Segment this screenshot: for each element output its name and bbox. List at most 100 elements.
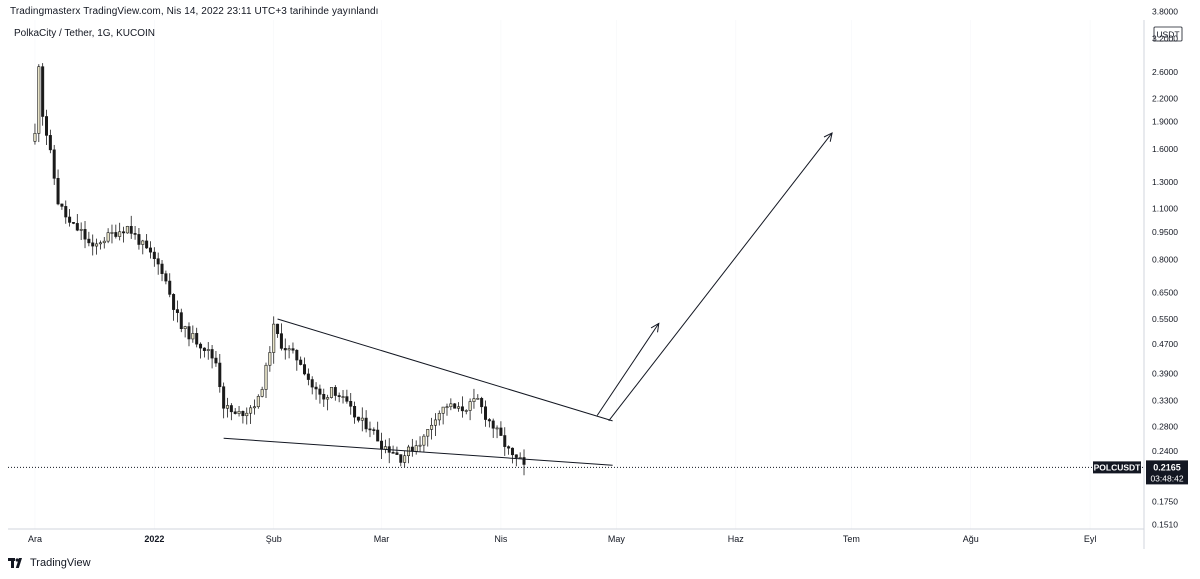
- upper-trendline: [277, 318, 613, 422]
- price-tick-label: 1.6000: [1152, 144, 1178, 154]
- candle-body: [214, 357, 218, 364]
- candle-body: [229, 405, 233, 413]
- candle-body: [303, 364, 307, 375]
- candle-body: [272, 323, 276, 353]
- candle-body: [256, 396, 260, 408]
- candle-body: [329, 387, 333, 398]
- candle-body: [295, 349, 299, 361]
- price-tick-label: 0.5500: [1152, 314, 1178, 324]
- candle-body: [225, 405, 229, 409]
- candle-body: [156, 258, 160, 265]
- candle-body: [141, 240, 145, 245]
- candle-body: [237, 411, 241, 414]
- candle-body: [241, 411, 245, 417]
- candle-body: [322, 394, 326, 400]
- price-tick-label: 0.8000: [1152, 254, 1178, 264]
- candle-body: [418, 444, 422, 447]
- price-tick-label: 3.2000: [1152, 34, 1178, 44]
- candle-body: [460, 406, 464, 412]
- time-tick-labels: Ara 2022 Şub Mar Nis May Haz Tem Ağu Eyl: [28, 534, 1096, 544]
- candle-body: [175, 309, 179, 313]
- candle-body: [468, 401, 472, 411]
- candle-body: [110, 232, 114, 234]
- candle-body: [514, 454, 518, 458]
- candle-body: [48, 135, 52, 151]
- candle-body: [191, 333, 195, 340]
- time-tick-label: Tem: [843, 534, 860, 544]
- price-tick-label: 0.3900: [1152, 369, 1178, 379]
- candle-body: [233, 411, 237, 414]
- published-caption: Tradingmasterx TradingView.com, Nis 14, …: [10, 6, 379, 17]
- candle-body: [503, 435, 507, 447]
- candle-body: [199, 343, 203, 349]
- candle-body: [33, 133, 37, 142]
- candle-body: [45, 116, 49, 136]
- candle-body: [437, 413, 441, 421]
- candle-body: [37, 66, 41, 134]
- candle-body: [522, 457, 526, 465]
- candle-body: [133, 233, 137, 235]
- symbol-label: POLCUSDT: [1094, 462, 1142, 472]
- footer-brand: TradingView: [30, 557, 91, 569]
- candle-body: [464, 410, 468, 412]
- price-tick-label: 0.4700: [1152, 339, 1178, 349]
- price-tick-label: 0.1510: [1152, 520, 1178, 530]
- candle-body: [472, 398, 476, 402]
- candle-body: [87, 238, 91, 244]
- time-tick-label: Ara: [28, 534, 42, 544]
- time-tick-label: Mar: [374, 534, 390, 544]
- time-tick-label: Şub: [266, 534, 282, 544]
- price-tick-label: 3.8000: [1152, 6, 1178, 16]
- candle-body: [487, 419, 491, 422]
- candle-body: [372, 429, 376, 431]
- last-price-label: 0.2165: [1153, 462, 1181, 472]
- candle-body: [102, 240, 106, 244]
- candle-body: [414, 445, 418, 452]
- price-tick-labels: 3.8000 3.2000 2.6000 2.2000 1.9000 1.6000 1.30…: [1152, 6, 1178, 529]
- projection-arrow-long: [608, 132, 833, 422]
- candle-body: [430, 424, 434, 430]
- price-tick-label: 0.6500: [1152, 287, 1178, 297]
- candle-body: [383, 446, 387, 450]
- axes: [8, 20, 1145, 549]
- last-price-tag: 0.2165 03:48:42: [1146, 460, 1188, 485]
- time-tick-label: Ağu: [963, 534, 979, 544]
- grid: [34, 20, 1091, 529]
- currency-badge: USDT: [1153, 26, 1183, 42]
- currency-label: USDT: [1156, 30, 1179, 40]
- price-tick-label: 2.6000: [1152, 67, 1178, 77]
- candle-body: [391, 452, 395, 454]
- candle-body: [318, 388, 322, 395]
- candle-body: [98, 242, 102, 245]
- price-tick-label: 1.1000: [1152, 204, 1178, 214]
- lower-trendline: [223, 437, 613, 466]
- candle-body: [249, 407, 253, 414]
- candle-body: [395, 452, 399, 455]
- candle-body: [299, 359, 303, 365]
- candle-body: [356, 416, 360, 421]
- candle-body: [252, 406, 256, 409]
- price-tick-label: 0.9500: [1152, 227, 1178, 237]
- projection-arrow-short: [596, 323, 660, 416]
- candle-body: [183, 326, 187, 329]
- candle-body: [95, 243, 99, 247]
- candle-body: [353, 405, 357, 418]
- candle-body: [195, 333, 199, 345]
- time-tick-label: Haz: [728, 534, 745, 544]
- candle-body: [125, 226, 129, 234]
- candle-body: [306, 373, 310, 380]
- candle-body: [368, 428, 372, 431]
- time-tick-label: Eyl: [1084, 534, 1097, 544]
- price-tick-label: 1.3000: [1152, 177, 1178, 187]
- candle-body: [137, 234, 141, 245]
- candle-body: [283, 348, 287, 351]
- candle-body: [491, 420, 495, 429]
- candle-body: [187, 326, 191, 340]
- candle-body: [345, 396, 349, 402]
- candle-body: [68, 216, 72, 223]
- candle-body: [222, 386, 226, 409]
- candle-body: [333, 387, 337, 396]
- price-tick-label: 0.2800: [1152, 421, 1178, 431]
- candle-body: [164, 273, 168, 282]
